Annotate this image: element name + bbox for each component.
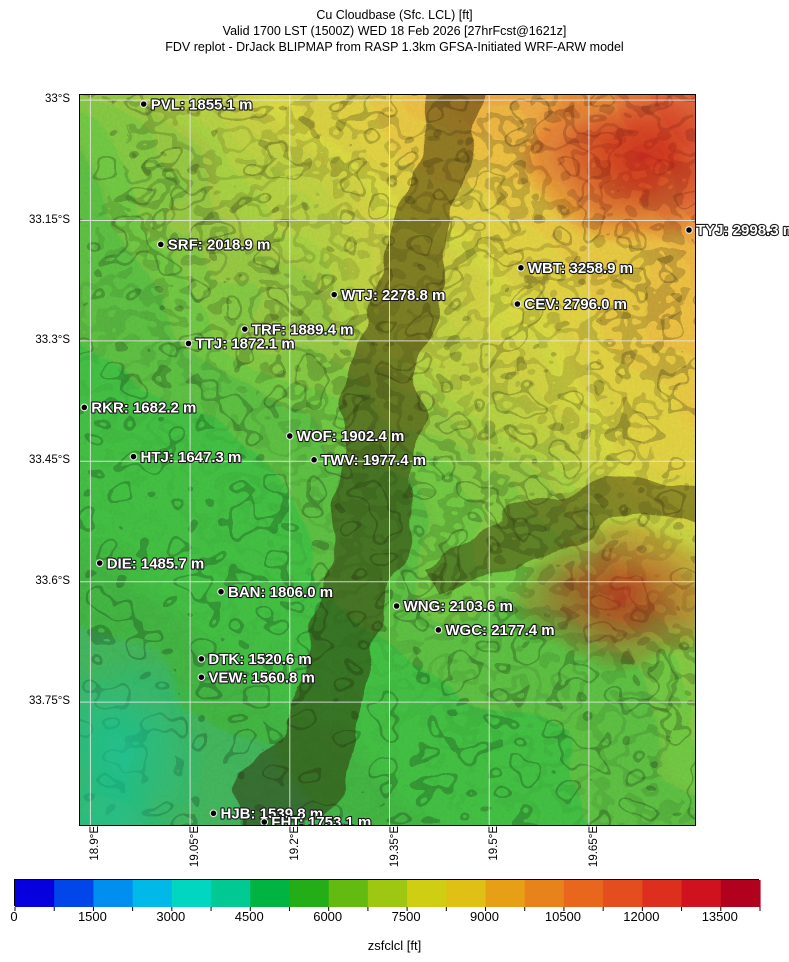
svg-text:VEW: 1560.8 m: VEW: 1560.8 m — [208, 669, 314, 686]
svg-text:HTJ: 1647.3 m: HTJ: 1647.3 m — [141, 449, 242, 466]
svg-text:TWV: 1977.4 m: TWV: 1977.4 m — [321, 452, 426, 469]
svg-text:DIE: 1485.7 m: DIE: 1485.7 m — [107, 555, 205, 572]
svg-text:SRF: 2018.9 m: SRF: 2018.9 m — [168, 237, 271, 254]
svg-text:WGC: 2177.4 m: WGC: 2177.4 m — [445, 622, 554, 639]
svg-text:TTJ: 1872.1 m: TTJ: 1872.1 m — [196, 336, 295, 353]
svg-text:WOF: 1902.4 m: WOF: 1902.4 m — [297, 428, 405, 445]
svg-text:BAN: 1806.0 m: BAN: 1806.0 m — [228, 584, 333, 601]
svg-text:WBT: 3258.9 m: WBT: 3258.9 m — [528, 260, 633, 277]
svg-text:RKR: 1682.2 m: RKR: 1682.2 m — [91, 400, 196, 417]
svg-text:PVL: 1855.1 m: PVL: 1855.1 m — [151, 96, 253, 113]
svg-text:WTJ: 2278.8 m: WTJ: 2278.8 m — [341, 287, 445, 304]
svg-text:CEV: 2796.0 m: CEV: 2796.0 m — [524, 296, 627, 313]
svg-text:DTK: 1520.6 m: DTK: 1520.6 m — [208, 651, 311, 668]
svg-text:WNG: 2103.6 m: WNG: 2103.6 m — [404, 598, 513, 615]
svg-text:TYJ: 2998.3 m: TYJ: 2998.3 m — [696, 222, 789, 239]
svg-text:FHT: 1753.1 m: FHT: 1753.1 m — [271, 814, 371, 825]
